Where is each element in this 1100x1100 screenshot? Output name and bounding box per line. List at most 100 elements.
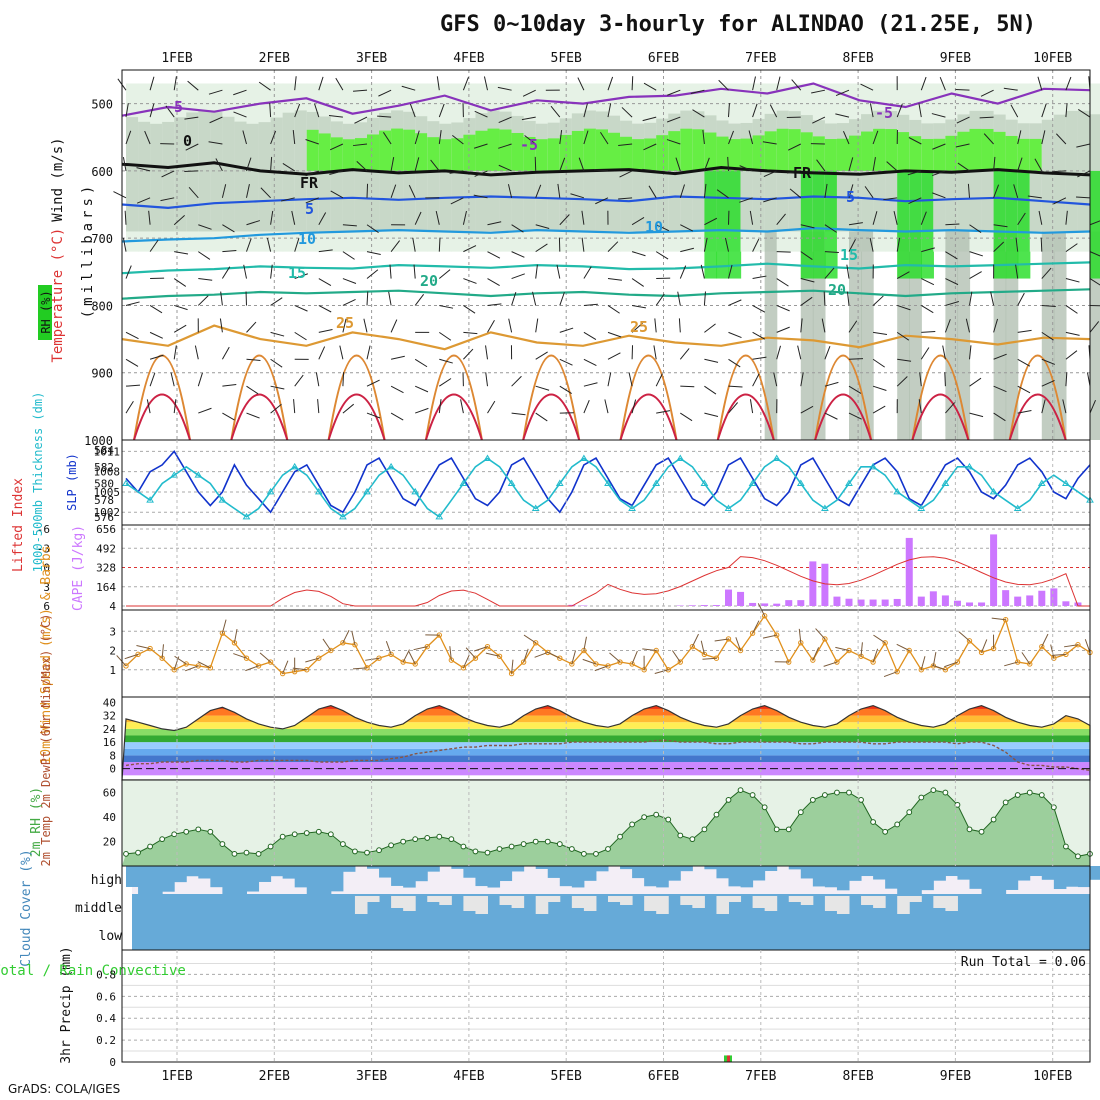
wind-barb <box>969 412 984 418</box>
rh-band-green <box>499 129 513 171</box>
wind-speed-point <box>605 663 611 669</box>
wind-barb <box>535 184 542 198</box>
wind-barb <box>174 251 189 255</box>
wind-label-group: 10m Wind Speed (m/s) & Barbs <box>39 545 54 764</box>
wind-barb <box>571 650 576 665</box>
wind-barb <box>821 318 826 333</box>
cloud-mid-gap <box>583 896 597 911</box>
wind-barb <box>607 278 622 281</box>
wind-speed-point <box>243 655 250 661</box>
wind-barb <box>414 130 420 145</box>
wind-barb <box>680 224 694 232</box>
rh-point <box>593 850 599 857</box>
wind-barb <box>366 345 371 360</box>
rh-label: RH (%) <box>39 290 53 333</box>
cloud-high-cell <box>150 866 163 894</box>
wind-barb <box>390 355 405 360</box>
wind-barb <box>965 318 970 333</box>
rh-point <box>123 850 129 857</box>
wind-barb <box>363 318 368 333</box>
wind-barb <box>452 135 464 145</box>
wind-barb <box>246 412 260 419</box>
wind-barb <box>487 319 495 333</box>
wind-barb <box>583 399 590 414</box>
wind-barb <box>557 183 561 198</box>
wind-barb <box>534 651 548 658</box>
cloud-mid-gap <box>933 896 946 908</box>
wind-barb <box>144 130 151 145</box>
thickness-label: 1000-500mb Thickness (dm) <box>31 392 45 573</box>
wind-barb <box>800 318 803 333</box>
wind-barb <box>860 642 863 657</box>
wind-barb <box>390 385 404 394</box>
wind-barb <box>188 186 199 199</box>
wind-barb <box>939 77 946 91</box>
wind-barb <box>872 648 879 663</box>
wind-barb <box>642 168 657 172</box>
rh-band-green <box>547 138 561 171</box>
wind-barb <box>872 130 879 145</box>
wind-barb <box>990 291 995 306</box>
wind-barb <box>931 113 946 118</box>
wind-barb <box>318 212 327 225</box>
rh-point <box>749 792 756 798</box>
thickness-marker <box>917 504 926 511</box>
cloud-high-cell <box>632 866 645 879</box>
cape-bar <box>1014 596 1022 606</box>
wind-barb <box>752 331 766 340</box>
wind-barb <box>800 224 815 229</box>
rh-point <box>364 849 370 856</box>
wind-speed-point <box>412 661 418 667</box>
rh-point <box>822 792 828 798</box>
wind-barb <box>945 223 960 226</box>
cape-bar <box>737 591 745 606</box>
wind-barb <box>511 273 525 280</box>
wind-barb <box>473 194 488 199</box>
rh-point <box>1050 804 1057 811</box>
temp-band <box>122 705 1090 709</box>
wind-barb <box>220 291 223 306</box>
cloud-level-label: high <box>91 873 122 888</box>
wind-barb <box>835 646 850 651</box>
thickness-marker <box>122 479 130 486</box>
wind-barb <box>704 358 719 363</box>
wind-barb <box>955 143 970 148</box>
wind-barb <box>979 116 994 119</box>
wind-barb <box>246 184 250 198</box>
temp-band <box>122 755 1090 763</box>
rh-point <box>1075 853 1081 860</box>
rh-band-green <box>427 137 440 171</box>
wind-barb <box>728 402 739 414</box>
cloud-high-cell <box>1090 866 1100 880</box>
wind-barb <box>463 348 474 360</box>
wind-barb <box>221 619 227 634</box>
slp-tick-label: 1008 <box>94 466 121 479</box>
wind-barb <box>678 318 681 333</box>
rh-band-mid <box>1041 119 1055 232</box>
wind-barb <box>414 211 422 225</box>
cloud-high-cell <box>511 866 525 872</box>
wind-barb <box>1041 130 1046 145</box>
thickness-marker <box>724 504 733 511</box>
pressure-tick-label: 700 <box>91 232 113 246</box>
wind-barb <box>739 165 753 172</box>
wind-barb <box>270 331 285 337</box>
wind-barb <box>511 659 514 674</box>
lifted-index-line <box>126 556 1090 607</box>
wind-barb <box>703 183 707 198</box>
wind-barb <box>243 264 247 279</box>
cloud-mid-gap <box>788 896 802 902</box>
wind-barb <box>739 197 753 203</box>
rh-point <box>581 850 587 857</box>
surface-warm-contour <box>716 354 775 441</box>
cloud-high-cell <box>222 866 235 894</box>
surface-warm-contour <box>133 393 191 441</box>
cloud-high-cell <box>1065 866 1079 887</box>
wind-barb <box>221 346 230 360</box>
wind-barb <box>260 187 271 199</box>
wind-barb <box>462 654 470 669</box>
thickness-marker <box>796 479 805 486</box>
wind-barb <box>835 113 850 118</box>
wind-barb <box>583 636 587 651</box>
